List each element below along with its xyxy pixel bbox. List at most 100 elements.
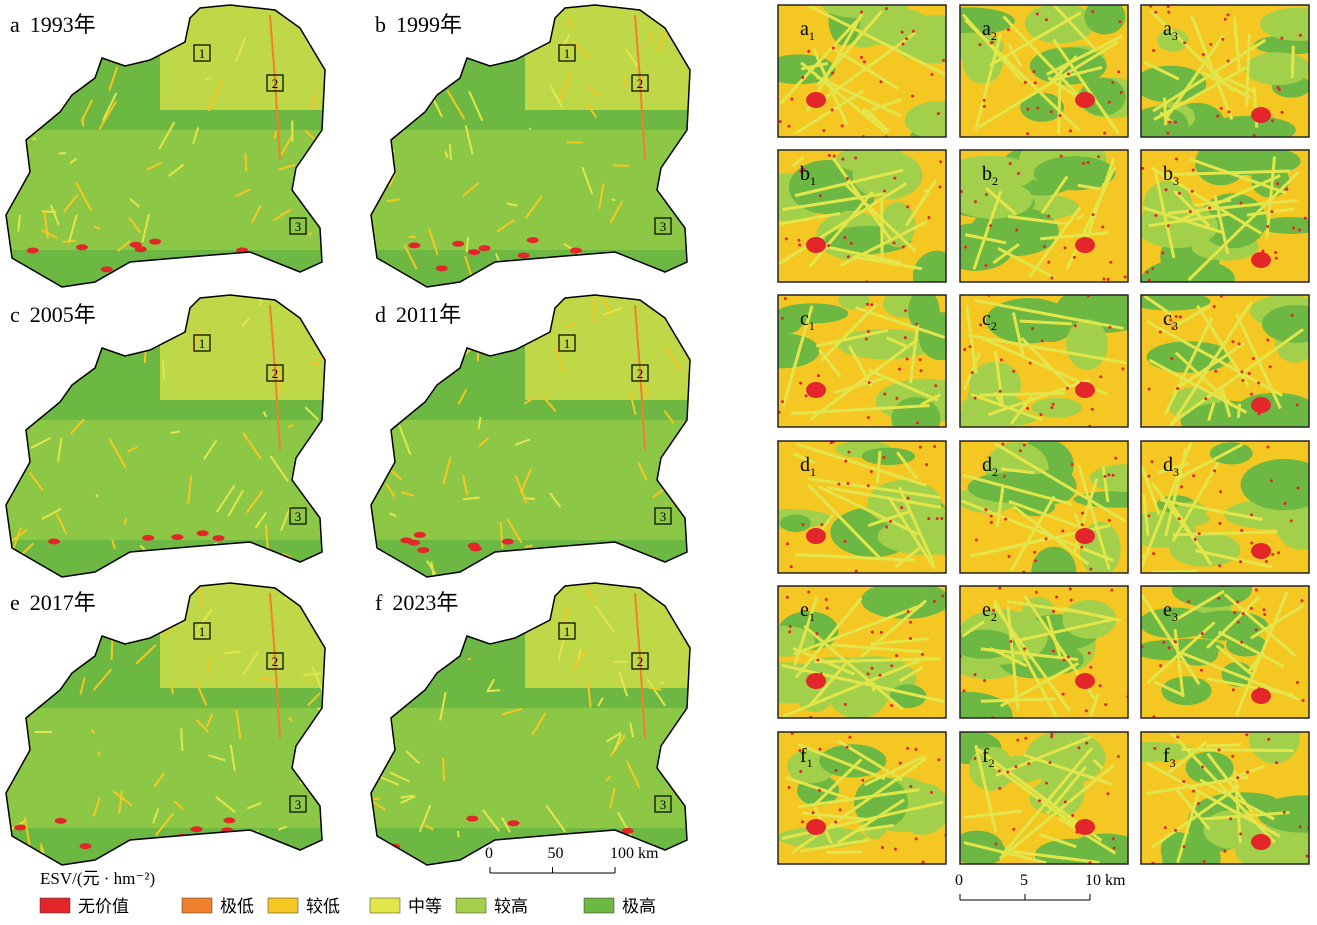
red-dot [1204,397,1207,400]
stream [24,117,35,129]
stream [367,28,372,57]
red-dot [1147,514,1150,517]
stream [509,19,524,38]
box-label: 1 [199,46,206,61]
red-blob [806,382,826,398]
red-dot [1045,18,1048,21]
red-dot [1153,747,1156,750]
stream [155,563,164,591]
green-patch [1249,713,1300,764]
red-dot [1277,551,1280,554]
red-dot [1099,375,1102,378]
red-dot [990,521,993,524]
red-dot [834,821,837,824]
red-dot [1242,612,1245,615]
box-label: 2 [272,76,279,91]
red-dot [1047,261,1050,264]
stream [181,728,182,751]
urban [27,248,39,254]
stream [307,475,326,495]
inset-sub: 3 [1173,465,1179,479]
red-dot [930,791,933,794]
stream [498,847,516,866]
inset: e1 [740,582,950,719]
plain [0,420,340,540]
red-blob [1075,819,1095,835]
green-patch [1210,442,1253,464]
red-dot [974,673,977,676]
red-dot [1092,213,1095,216]
red-dot [1240,641,1243,644]
red-blob [1075,92,1095,108]
stream [145,22,164,39]
red-dot [1280,37,1283,40]
inset: d3 [1127,441,1317,573]
red-dot [1192,790,1195,793]
green-patch [780,515,811,533]
red-dot [846,177,849,180]
red-dot [826,607,829,610]
red-dot [1227,59,1230,62]
stream [450,144,451,160]
red-dot [1073,256,1076,259]
inset-fill [1130,5,1317,148]
red-dot [785,237,788,240]
scale-label: 100 km [610,845,659,862]
red-dot [1026,108,1029,111]
red-dot [907,497,910,500]
red-dot [1016,739,1019,742]
red-dot [1151,267,1154,270]
legend-label: 中等 [408,897,442,916]
red-dot [1019,449,1022,452]
red-dot [818,789,821,792]
stream [501,615,521,639]
map-texture [0,0,342,291]
red-dot [1227,13,1230,16]
red-dot [1266,445,1269,448]
red-dot [1292,226,1295,229]
inset-letter: a [982,18,991,40]
green-patch [1130,106,1188,143]
red-dot [1232,688,1235,691]
inset-sub: 1 [809,610,815,624]
red-dot [915,323,918,326]
red-blob [1251,397,1271,413]
red-dot [985,193,988,196]
red-dot [1041,339,1044,342]
stream [46,376,52,397]
stream [317,725,330,730]
red-dot [990,515,993,518]
plain [365,708,705,828]
stream [8,622,12,640]
stream [349,346,367,347]
red-dot [1085,709,1088,712]
red-dot [1159,664,1162,667]
red-dot [1164,826,1167,829]
red-dot [885,7,888,10]
red-dot [906,205,909,208]
plain [0,130,340,250]
stream [234,279,238,289]
red-dot [1004,518,1007,521]
red-dot [1176,387,1179,390]
red-dot [1245,733,1248,736]
stream [385,336,400,342]
red-dot [1007,28,1010,31]
red-dot [1266,225,1269,228]
map-year: 2005年 [30,302,96,327]
red-dot [1045,537,1048,540]
red-dot [933,600,936,603]
red-dot [1101,225,1104,228]
red-dot [1213,469,1216,472]
red-blob [1075,382,1095,398]
stream [385,344,399,360]
red-blob [1075,237,1095,253]
inset: d2 [958,439,1164,595]
red-dot [1049,761,1052,764]
red-dot [883,392,886,395]
stream [18,695,31,708]
red-dot [870,303,873,306]
red-dot [828,154,831,157]
urban [518,252,530,258]
